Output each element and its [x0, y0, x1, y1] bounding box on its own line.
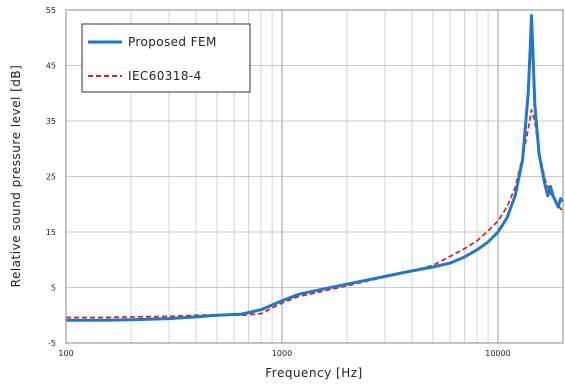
x-tick-label: 1000 — [272, 349, 292, 358]
legend: Proposed FEM IEC60318-4 — [81, 23, 251, 93]
y-tick-label: 15 — [46, 228, 56, 237]
y-axis-title: Relative sound pressure level [dB] — [9, 65, 23, 288]
legend-label-proposed-fem: Proposed FEM — [128, 35, 217, 49]
series-layer — [66, 14, 565, 322]
y-tick-label: 35 — [46, 117, 56, 126]
tick-label-layer: -5 5 15 25 35 45 55 100 1000 10000 — [46, 6, 511, 358]
y-tick-label: 55 — [46, 6, 56, 15]
series-line-proposed-fem — [66, 14, 565, 322]
x-axis-title: Frequency [Hz] — [265, 366, 363, 380]
legend-label-iec60318-4: IEC60318-4 — [128, 69, 202, 83]
y-tick-label: 45 — [46, 62, 56, 71]
legend-box — [81, 23, 251, 93]
x-tick-label: 10000 — [485, 349, 510, 358]
y-tick-label: 25 — [46, 173, 56, 182]
x-tick-label: 100 — [58, 349, 73, 358]
y-tick-label: -5 — [48, 339, 56, 348]
y-tick-label: 5 — [51, 284, 56, 293]
plot-area-frame — [65, 9, 564, 344]
